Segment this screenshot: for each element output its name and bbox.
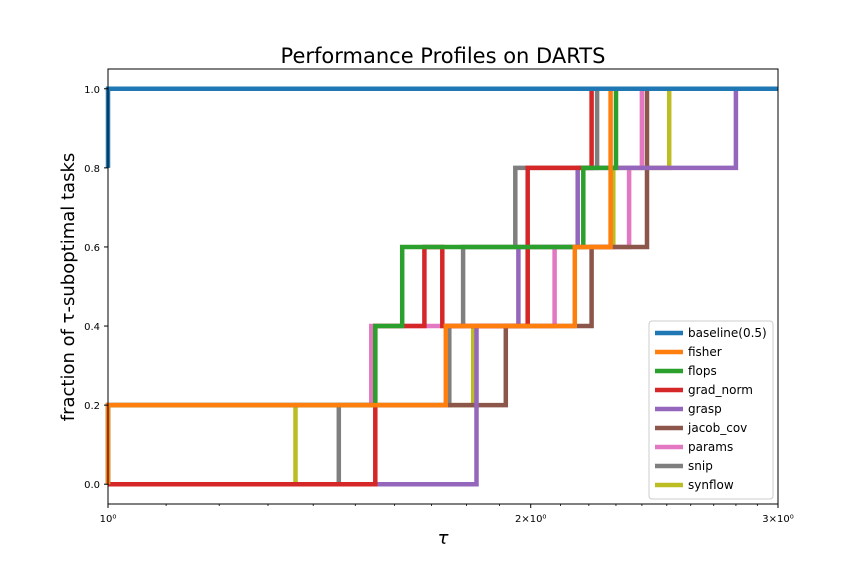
legend-label-baseline(0.5): baseline(0.5) <box>688 326 767 340</box>
legend-box <box>648 320 774 500</box>
legend-label-grad_norm: grad_norm <box>688 383 753 397</box>
series-line-fisher <box>105 86 778 485</box>
x-axis: 10⁰ 2×10⁰ 3×10⁰ <box>100 504 794 525</box>
x-axis-label: τ <box>438 528 449 549</box>
y-tick-label: 0.8 <box>84 164 100 175</box>
legend-label-grasp: grasp <box>688 402 722 416</box>
y-tick-label: 0.6 <box>84 243 100 254</box>
legend-label-snip: snip <box>688 459 713 473</box>
y-tick-label: 0.4 <box>84 322 100 333</box>
y-tick-label: 0.2 <box>84 401 100 412</box>
plot-frame <box>107 68 779 505</box>
x-tick-label: 3×10⁰ <box>762 514 793 525</box>
series-line-baseline(0.5) <box>105 86 778 168</box>
legend-label-synflow: synflow <box>688 478 734 492</box>
x-tick-label: 2×10⁰ <box>515 514 546 525</box>
y-tick-label: 0.0 <box>84 480 100 491</box>
chart-title: Performance Profiles on DARTS <box>281 44 606 68</box>
legend-label-flops: flops <box>688 364 717 378</box>
y-axis: 0.0 0.2 0.4 0.6 0.8 1.0 <box>84 85 108 491</box>
legend-label-fisher: fisher <box>688 345 722 359</box>
legend-label-params: params <box>688 440 733 454</box>
x-tick-label: 10⁰ <box>100 514 117 525</box>
legend-label-jacob_cov: jacob_cov <box>687 421 747 435</box>
y-tick-label: 1.0 <box>84 85 100 96</box>
y-axis-label: fraction of τ-suboptimal tasks <box>58 153 79 422</box>
